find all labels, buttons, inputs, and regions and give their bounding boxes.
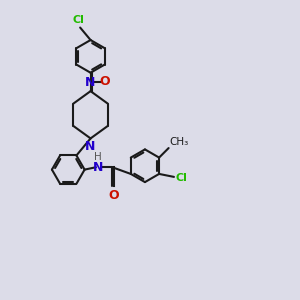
Text: H: H — [94, 152, 102, 162]
Text: N: N — [85, 140, 96, 153]
Text: O: O — [100, 75, 110, 88]
Text: Cl: Cl — [176, 173, 187, 183]
Text: CH₃: CH₃ — [169, 137, 189, 147]
Text: N: N — [93, 161, 104, 174]
Text: O: O — [108, 189, 119, 202]
Text: Cl: Cl — [73, 16, 85, 26]
Text: N: N — [85, 76, 96, 89]
